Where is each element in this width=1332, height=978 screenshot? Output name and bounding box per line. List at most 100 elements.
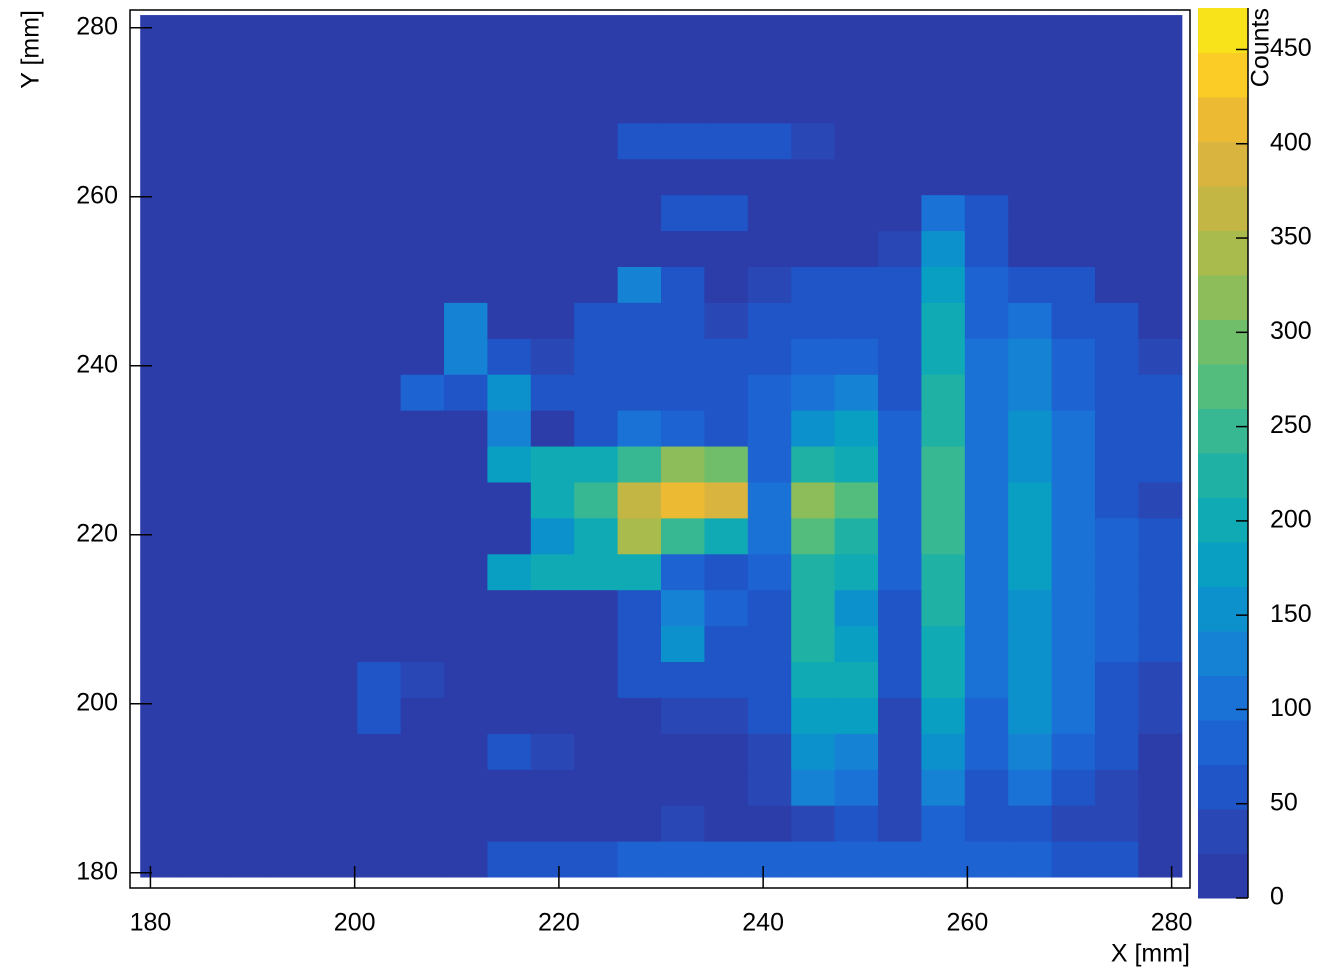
heatmap-cell — [834, 841, 879, 878]
heatmap-cell — [270, 122, 315, 160]
heatmap-cell — [357, 589, 402, 627]
y-tick-label: 260 — [76, 181, 118, 209]
heatmap-cell — [704, 50, 749, 88]
heatmap-cell — [878, 86, 922, 124]
heatmap-cell — [313, 15, 358, 52]
heatmap-cell — [617, 769, 662, 806]
heatmap-cell — [270, 302, 315, 339]
heatmap-cell — [357, 553, 402, 591]
heatmap-cell — [878, 446, 922, 483]
heatmap-cell — [270, 589, 315, 627]
y-tick-label: 220 — [76, 519, 118, 547]
heatmap-cell — [617, 86, 662, 124]
heatmap-cell — [1051, 338, 1096, 375]
heatmap-cell — [530, 697, 575, 734]
z-tick-label: 150 — [1270, 600, 1312, 628]
heatmap-cell — [400, 446, 445, 483]
heatmap-cell — [183, 769, 228, 806]
heatmap-cell — [183, 266, 228, 303]
heatmap-cell — [530, 194, 575, 232]
heatmap-cell — [834, 338, 879, 375]
heatmap-cell — [183, 158, 228, 196]
heatmap-cell — [487, 338, 532, 375]
z-tick-label: 450 — [1270, 34, 1312, 62]
z-tick-label: 250 — [1270, 411, 1312, 439]
heatmap-cell — [1051, 122, 1096, 160]
heatmap-cell — [270, 50, 315, 88]
heatmap-cell — [834, 15, 879, 52]
heatmap-cell — [704, 374, 749, 411]
heatmap-cell — [921, 733, 966, 770]
heatmap-cell — [1138, 661, 1183, 698]
heatmap-cell — [661, 625, 705, 663]
heatmap-cell — [313, 697, 358, 734]
heatmap-cell — [140, 86, 185, 124]
heatmap-cell — [140, 697, 185, 734]
heatmap-cell — [1008, 50, 1053, 88]
heatmap-cell — [791, 769, 836, 806]
heatmap-cell — [140, 805, 185, 842]
heatmap-cell — [183, 338, 228, 375]
heatmap-cell — [834, 805, 879, 842]
heatmap-cell — [183, 625, 228, 663]
heatmap-cell — [964, 481, 1009, 519]
heatmap-cell — [357, 194, 402, 232]
heatmap-cell — [1095, 194, 1139, 232]
heatmap-cell — [574, 553, 619, 591]
heatmap-cell — [617, 589, 662, 627]
heatmap-cell — [617, 625, 662, 663]
heatmap-cell — [400, 769, 445, 806]
heatmap-cell — [530, 158, 575, 196]
heatmap-cell — [617, 841, 662, 878]
heatmap-cell — [921, 122, 966, 160]
heatmap-cell — [617, 517, 662, 555]
heatmap-cell — [313, 481, 358, 519]
heatmap-cell — [357, 15, 402, 52]
heatmap-cell — [357, 769, 402, 806]
heatmap-cell — [270, 374, 315, 411]
z-tick-label: 100 — [1270, 694, 1312, 722]
heatmap-cell — [1051, 158, 1096, 196]
heatmap-cell — [270, 158, 315, 196]
heatmap-cell — [357, 625, 402, 663]
heatmap-cell — [878, 158, 922, 196]
heatmap-cell — [921, 481, 966, 519]
heatmap-cell — [227, 625, 271, 663]
heatmap-cell — [747, 589, 792, 627]
heatmap-cell — [704, 553, 749, 591]
heatmap-cell — [487, 158, 532, 196]
heatmap-cell — [574, 122, 619, 160]
color-bar-band — [1198, 675, 1248, 721]
heatmap-cell — [574, 589, 619, 627]
heatmap-cell — [661, 410, 705, 447]
heatmap-cell — [964, 661, 1009, 698]
heatmap-cell — [1051, 410, 1096, 447]
heatmap-cell — [878, 517, 922, 555]
heatmap-cell — [357, 410, 402, 447]
heatmap-cell — [574, 194, 619, 232]
heatmap-cell — [747, 481, 792, 519]
heatmap-cell — [1095, 733, 1139, 770]
heatmap-cell — [834, 446, 879, 483]
heatmap-cell — [921, 697, 966, 734]
heatmap-cell — [791, 86, 836, 124]
heatmap-cell — [747, 733, 792, 770]
heatmap-cell — [140, 230, 185, 267]
heatmap-cell — [747, 805, 792, 842]
heatmap-cell — [617, 50, 662, 88]
heatmap-cell — [964, 733, 1009, 770]
heatmap-cell — [140, 841, 185, 878]
heatmap-cell — [617, 302, 662, 339]
heatmap-cell — [227, 446, 271, 483]
heatmap-cell — [1008, 86, 1053, 124]
heatmap-cell — [661, 481, 705, 519]
heatmap-cell — [487, 589, 532, 627]
heatmap-cell — [183, 230, 228, 267]
heatmap-cell — [400, 481, 445, 519]
heatmap-cell — [964, 410, 1009, 447]
heatmap-cell — [530, 230, 575, 267]
heatmap-cell — [1138, 733, 1183, 770]
heatmap-cell — [270, 733, 315, 770]
heatmap-cell — [140, 374, 185, 411]
heatmap-cell — [834, 230, 879, 267]
